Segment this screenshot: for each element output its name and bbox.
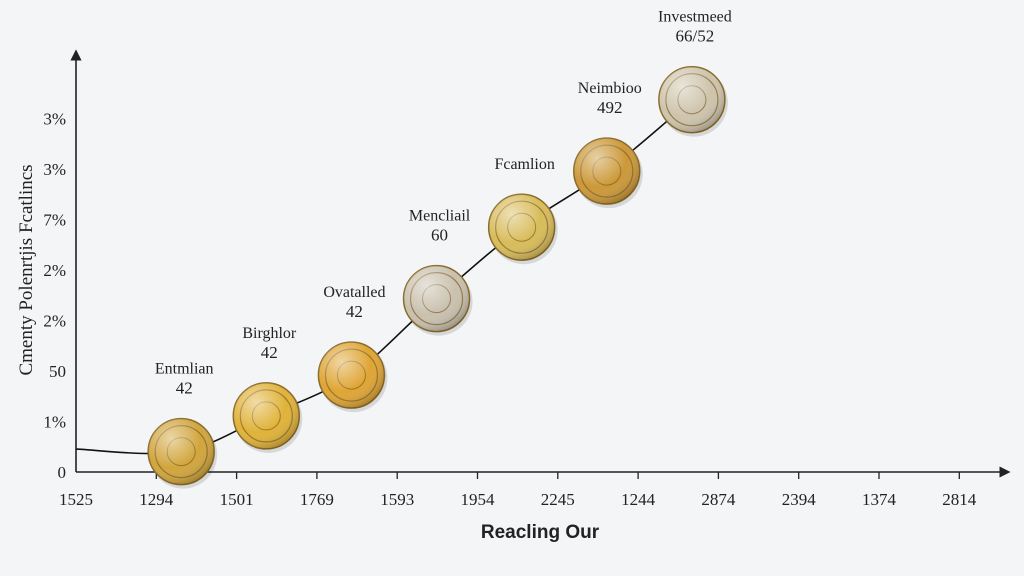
point-value: 42 [176,379,193,398]
x-tick-label: 2394 [782,490,817,509]
point-value: 492 [597,98,623,117]
point-label: Investmeed [658,9,732,26]
x-tick-label: 1244 [621,490,656,509]
x-tick-label: 1294 [139,490,174,509]
x-tick-label: 1593 [380,490,414,509]
coin-marker [232,382,303,453]
coin-marker [487,193,558,265]
x-tick-label: 2814 [942,490,977,509]
coin-marker [658,65,728,137]
point-value: 66/52 [676,27,715,46]
x-tick-label: 1501 [220,490,254,509]
point-label: Birghlor [242,325,297,342]
y-tick-label: 0 [58,463,67,482]
point-label: Ovatalled [323,284,385,301]
point-value: 42 [261,343,278,362]
y-tick-label: 2% [43,261,66,280]
x-axis-label: Reacling Our [481,522,600,543]
x-tick-label: 2245 [541,490,575,509]
point-label: Mencliail [409,208,471,225]
coin-marker [573,137,643,209]
y-tick-label: 50 [49,362,66,381]
y-tick-label: 1% [43,413,66,432]
x-tick-label: 1954 [461,490,496,509]
y-axis-label: Cmenty Polenrtjis Fcatlincs [16,164,37,375]
y-tick-label: 3% [43,110,66,129]
y-tick-label: 3% [43,160,66,179]
point-label: Neimbioo [578,80,642,97]
coin-marker [317,341,388,413]
x-tick-label: 1769 [300,490,334,509]
coin-marker [402,264,473,336]
x-tick-label: 1525 [59,490,93,509]
y-tick-label: 7% [43,211,66,230]
coin-markers [147,65,728,489]
coin-marker [147,417,218,489]
axes [70,49,1011,478]
point-annotations: Entmlian42Birghlor42Ovatalled42Mencliail… [155,9,732,398]
x-axis-ticks: 1525 1294 1501 1769 1593 1954 2245 1244 2874 2394… [59,472,977,509]
y-axis-ticks: 0 1% 50 2% 2% 7% 3% 3% [43,110,66,483]
point-label: Entmlian [155,361,214,378]
y-tick-label: 2% [43,312,66,331]
point-value: 60 [431,226,448,245]
x-tick-label: 1374 [862,490,897,509]
x-tick-label: 2874 [701,490,736,509]
point-value: 42 [346,302,363,321]
point-label: Fcamlion [494,156,554,173]
